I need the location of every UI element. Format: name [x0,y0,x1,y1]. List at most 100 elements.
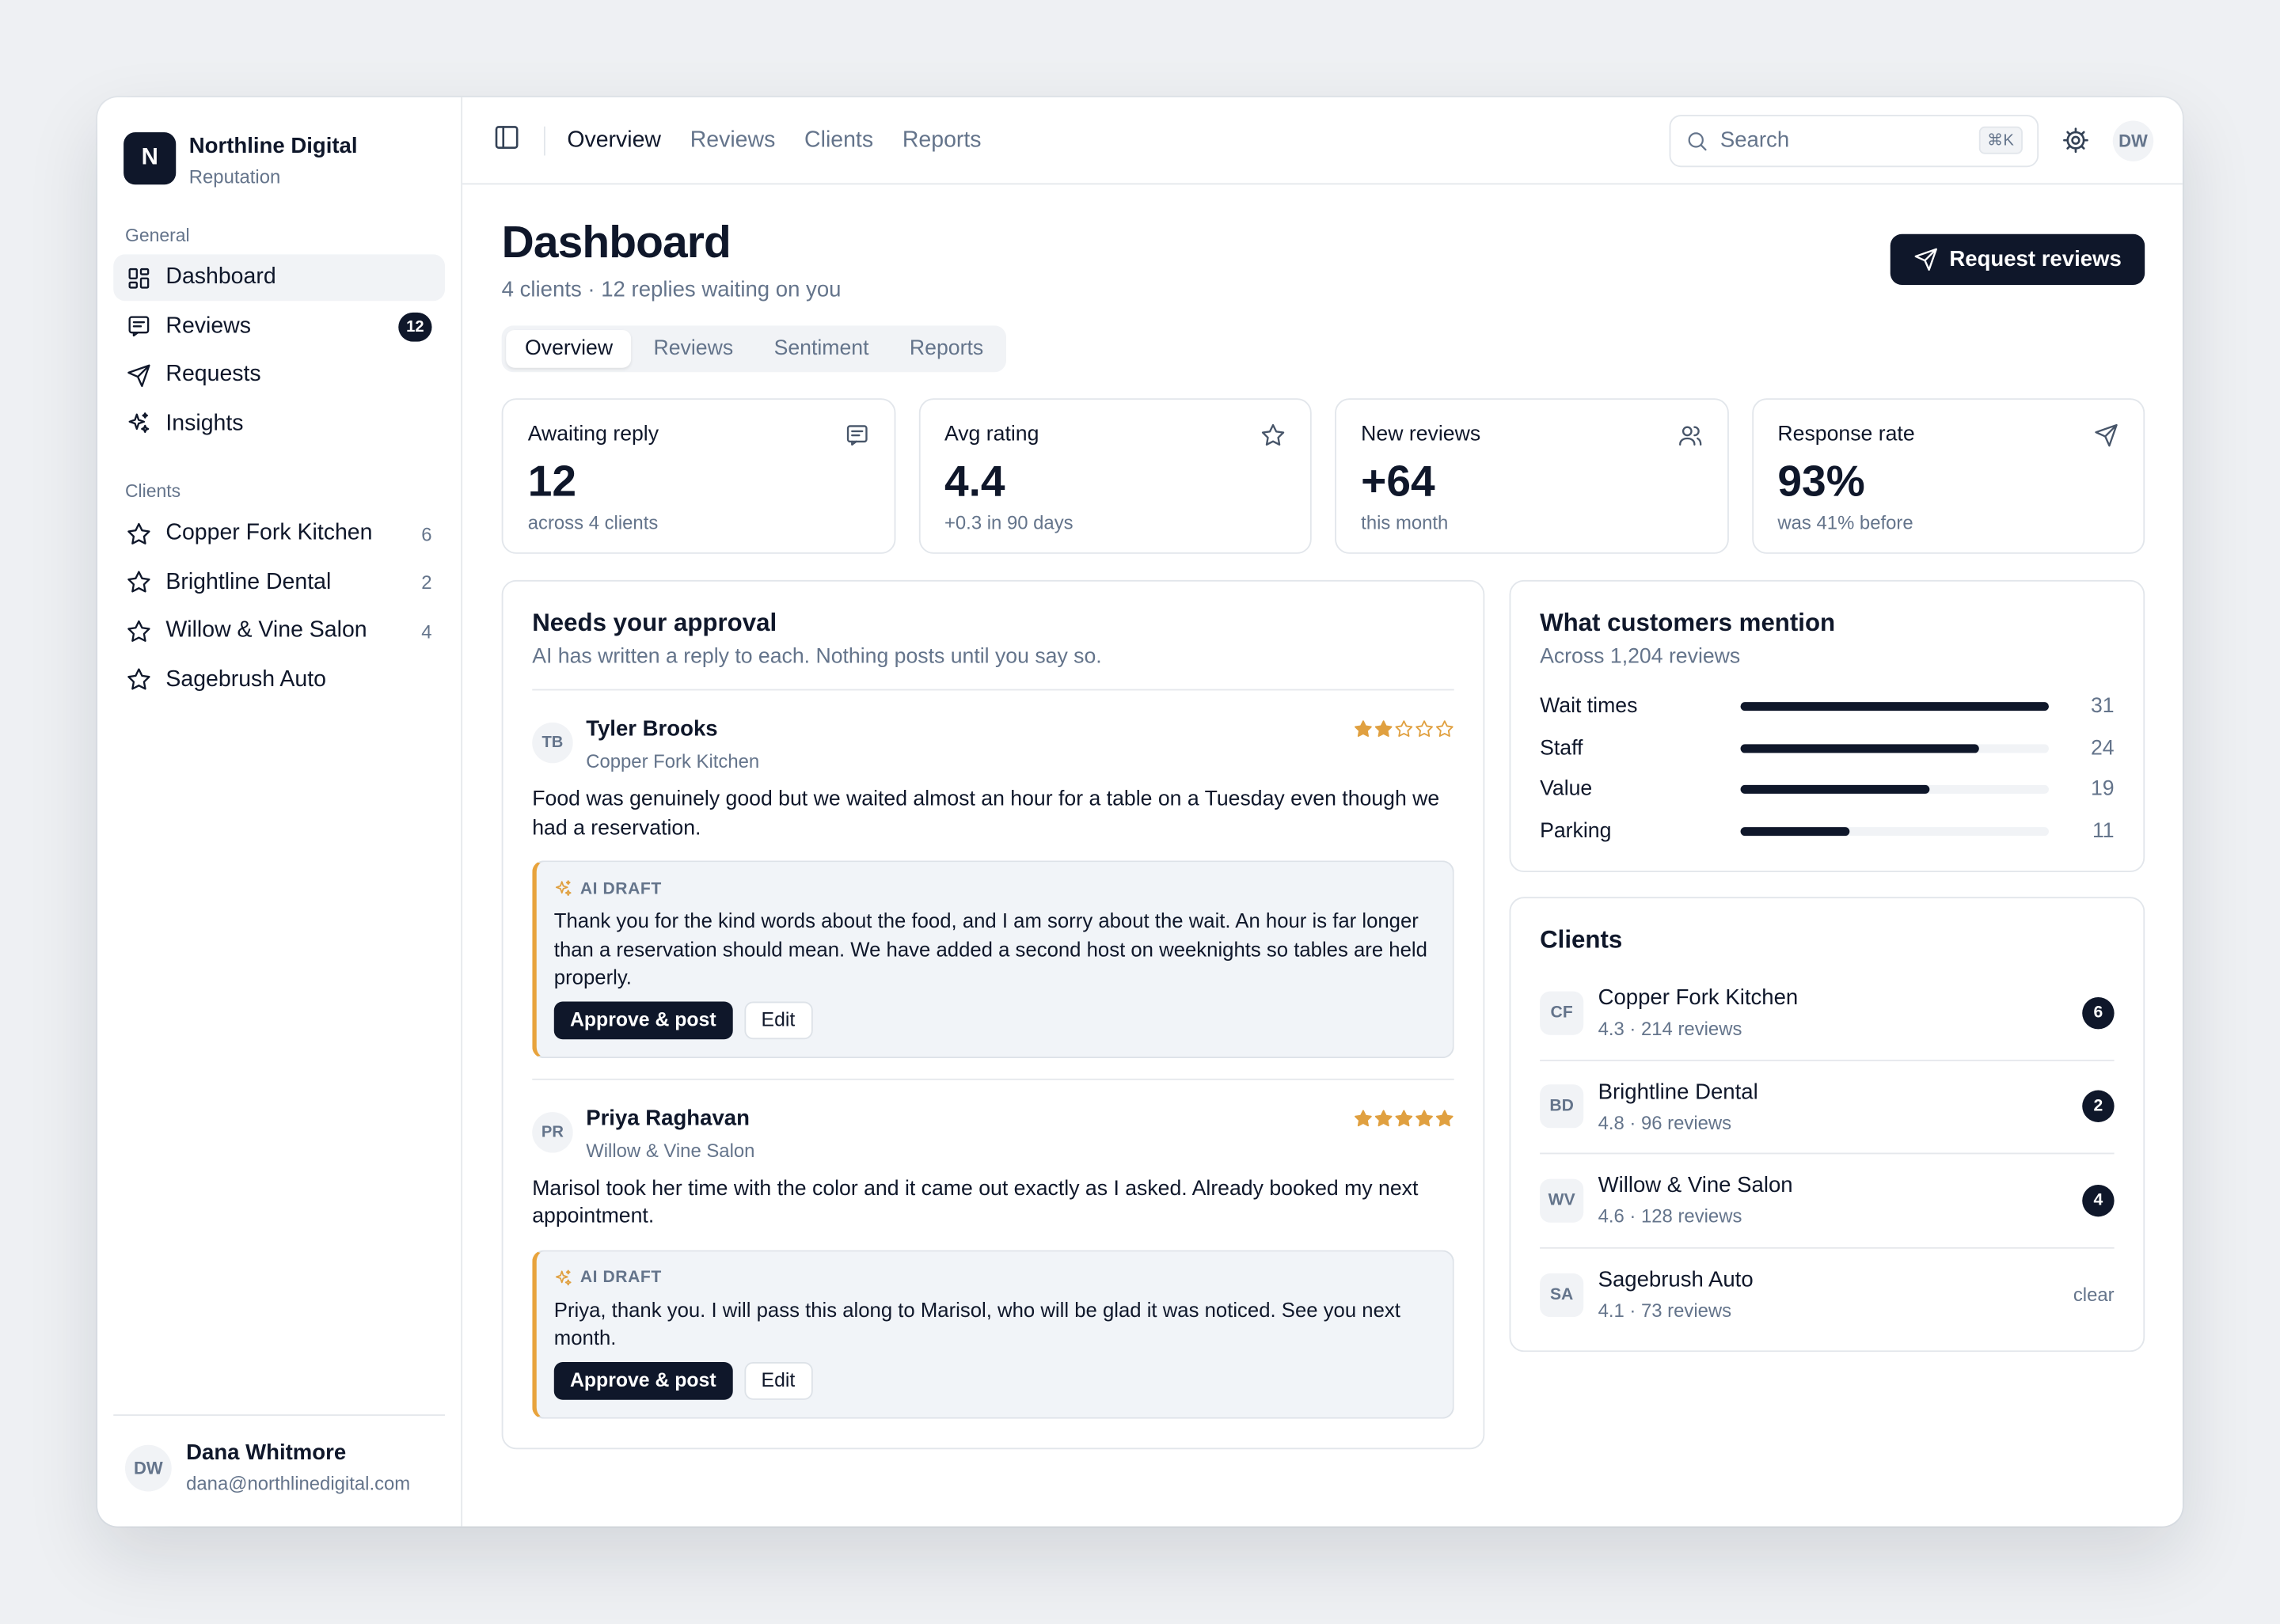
reviewer: Tyler Brooks Copper Fork Kitchen [586,717,759,772]
icon-part [128,267,138,279]
nav-item[interactable]: Brightline Dental 2 [113,559,445,605]
user-profile[interactable]: DW Dana Whitmore dana@northlinedigital.com [113,1414,446,1526]
icon-part [2063,127,2088,154]
top-nav-link[interactable]: Overview [567,127,661,152]
edit-button[interactable]: Edit [743,1361,813,1399]
search-box[interactable]: Search ⌘K [1669,114,2039,167]
client-row[interactable]: SA Sagebrush Auto 4.1 · 73 reviews clear [1540,1248,2115,1341]
content: Dashboard 4 clients · 12 replies waiting … [462,184,2183,1449]
client-meta: 4.6 · 128 reviews [1598,1205,1742,1227]
icon [127,668,150,690]
client-name: Willow & Vine Salon [1598,1173,1793,1198]
icon-part [1374,720,1393,737]
draft-actions: Approve & post Edit [553,1000,1434,1039]
nav-count: 4 [421,620,432,642]
approve-button[interactable]: Approve & post [553,1000,732,1039]
user-name: Dana Whitmore [186,1440,347,1466]
icon-part [127,571,150,593]
tab[interactable]: Overview [506,329,632,368]
panel-toggle[interactable] [493,123,521,157]
draft-actions: Approve & post Edit [553,1361,1434,1399]
review-text: Marisol took her time with the color and… [532,1176,1419,1229]
topic-row: Staff 24 [1540,727,2115,768]
topic-count: 31 [2090,695,2115,719]
nav-item[interactable]: Insights [113,400,445,447]
top-nav-link[interactable]: Reviews [690,127,776,152]
topic-label: Parking [1540,819,1612,843]
tab[interactable]: Reviews [653,337,734,361]
icon-part [1355,1109,1372,1126]
icon-part [1682,426,1692,437]
topic-count: 19 [2090,778,2115,802]
request-button[interactable]: Request reviews [1890,233,2145,286]
settings[interactable] [2062,127,2089,154]
client-row[interactable]: CF Copper Fork Kitchen 4.3 · 214 reviews 6 [1540,966,2115,1061]
nav-label: Copper Fork Kitchen [165,520,373,545]
tab[interactable]: Sentiment [773,337,869,361]
icon-part [128,316,150,334]
nav-label: Requests [165,362,261,387]
icon [127,619,150,642]
stat-card: Response rate 93% was 41% before [1751,398,2145,554]
icon-part [127,522,150,544]
icon-part [127,619,150,642]
brand-subtitle: Reputation [188,165,281,188]
top-nav-link[interactable]: Clients [804,127,874,152]
approve-button[interactable]: Approve & post [553,1361,732,1399]
app-window: N Northline Digital Reputation General Dashb… [97,97,2183,1527]
icon [1261,423,1285,446]
nav-item[interactable]: Copper Fork Kitchen 6 [113,510,445,557]
brand-name: Northline Digital [188,133,358,159]
nav-item[interactable]: Dashboard [113,254,446,302]
icon [2095,423,2118,447]
topic-track [1740,743,2049,753]
client-row[interactable]: BD Brightline Dental 4.8 · 96 reviews 2 [1540,1061,2115,1155]
client-text: Brightline Dental 4.8 · 96 reviews [1598,1080,1758,1133]
client-status: clear [2073,1284,2115,1306]
icon [495,125,519,149]
client-name: Sagebrush Auto [1598,1268,1754,1293]
brand: N Northline Digital Reputation [113,132,445,188]
nav-count: 2 [421,571,432,594]
icon [127,571,150,593]
nav-count: 6 [421,522,432,544]
client-text: Copper Fork Kitchen 4.3 · 214 reviews [1598,986,1799,1040]
icon [1435,1109,1454,1126]
icon-part [1700,143,1707,150]
tab[interactable]: Reports [909,337,984,361]
draft-label-text: AI DRAFT [580,880,662,898]
avatar[interactable]: DW [2112,120,2154,161]
stat-head: Response rate [1777,423,2118,447]
client-initials: CF [1540,991,1584,1035]
stat-value: 12 [527,457,577,507]
page-title: Dashboard [501,216,732,268]
client-row[interactable]: WV Willow & Vine Salon 4.6 · 128 reviews 4 [1540,1154,2115,1248]
client-badge: 2 [2082,1091,2115,1123]
nav-label: Sagebrush Auto [165,666,327,692]
icon [555,1269,572,1285]
stat-head: Awaiting reply [528,423,869,447]
stat-note: across 4 clients [527,511,659,534]
review: PR Priya Raghavan Willow & Vine Salon Maris… [532,1077,1454,1418]
review-text: Food was genuinely good but we waited al… [532,787,1440,840]
client-meta: 4.1 · 73 reviews [1598,1300,1732,1322]
nav-item[interactable]: Sagebrush Auto [113,656,445,703]
icon [1374,720,1393,737]
icon-part [139,267,150,275]
edit-button[interactable]: Edit [743,1000,813,1039]
draft-label: AI DRAFT [554,1269,1434,1288]
nav-item[interactable]: Reviews 12 [113,303,445,350]
icon-part [139,276,150,288]
user-text: Dana Whitmore dana@northlinedigital.com [186,1439,410,1494]
reviewer-client: Willow & Vine Salon [586,1139,755,1161]
draft-label: AI DRAFT [554,879,1434,898]
top-nav-link[interactable]: Reports [902,127,982,152]
nav-item[interactable]: Willow & Vine Salon 4 [113,608,445,655]
nav-item[interactable]: Requests [113,351,445,398]
stat-label: New reviews [1361,423,1481,446]
reviewer-avatar: TB [532,722,573,764]
rating-stars [1354,1109,1454,1128]
stat-card: Avg rating 4.4 +0.3 in 90 days [918,398,1312,554]
reviewer-avatar: PR [532,1111,573,1152]
